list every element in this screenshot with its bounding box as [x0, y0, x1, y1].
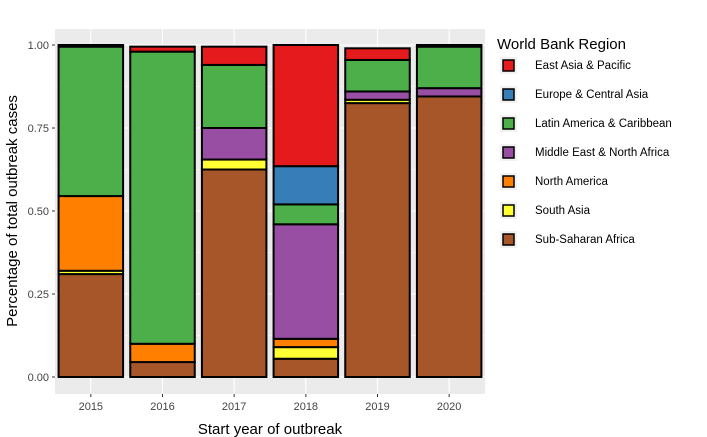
bar-segment: [129, 50, 196, 345]
legend-label: Middle East & North Africa: [535, 147, 670, 159]
bar-segment: [57, 45, 125, 198]
bar-segment: [272, 44, 340, 168]
bar-segment: [415, 45, 483, 90]
y-tick-label: 0.75: [28, 123, 49, 135]
y-axis-title: Percentage of total outbreak cases: [4, 95, 21, 327]
legend-label: North America: [535, 176, 608, 188]
y-tick-label: 1.00: [28, 40, 49, 52]
legend-item: South Asia: [500, 202, 591, 219]
bar-segment: [57, 273, 125, 378]
axis-ticks: 0.00 0.25 0.50 0.75 1.00 2015 2016 2017 2018 2019…: [28, 40, 462, 413]
bar-segment: [272, 165, 340, 206]
legend-title: World Bank Region: [497, 36, 626, 53]
legend-swatch: [502, 146, 515, 159]
y-tick-label: 0.00: [28, 372, 49, 384]
x-tick-label: 2020: [437, 401, 461, 413]
bar-segment: [129, 45, 196, 53]
bar-segment: [344, 102, 411, 378]
legend-item: North America: [500, 173, 608, 190]
y-tick-label: 0.50: [28, 206, 49, 218]
bar-segment: [344, 47, 411, 61]
legend-swatch: [502, 59, 515, 72]
bar-segment: [200, 168, 268, 378]
legend-label: East Asia & Pacific: [535, 60, 631, 72]
bar-segment: [344, 58, 411, 93]
legend-item: Sub-Saharan Africa: [500, 231, 635, 248]
bar-segment: [272, 203, 340, 226]
bar-segment: [272, 346, 340, 360]
legend-swatch: [502, 88, 515, 101]
legend-swatch: [502, 175, 515, 188]
bars: [57, 44, 483, 379]
legend-item: Europe & Central Asia: [500, 86, 649, 103]
bar-segment: [200, 63, 268, 129]
bar-segment: [57, 44, 125, 48]
legend-swatch: [502, 117, 515, 130]
bar-segment: [272, 223, 340, 340]
legend-item: Latin America & Caribbean: [500, 115, 672, 132]
legend-label: Europe & Central Asia: [535, 89, 649, 101]
bar-segment: [57, 195, 125, 272]
legend-item: East Asia & Pacific: [500, 57, 631, 74]
x-tick-label: 2016: [150, 401, 174, 413]
bar-segment: [415, 87, 483, 98]
bar-segment: [344, 90, 411, 101]
legend: East Asia & Pacific Europe & Central Asia…: [500, 57, 672, 248]
bar-segment: [415, 95, 483, 379]
legend-label: Sub-Saharan Africa: [535, 234, 635, 246]
legend-swatch: [502, 233, 515, 246]
x-axis-title: Start year of outbreak: [198, 421, 343, 437]
bar-segment: [272, 337, 340, 349]
bar-segment: [129, 342, 196, 364]
bar-segment: [200, 158, 268, 171]
legend-item: Middle East & North Africa: [500, 144, 670, 161]
bar-segment: [272, 357, 340, 378]
x-tick-label: 2018: [294, 401, 318, 413]
x-tick-label: 2019: [365, 401, 389, 413]
legend-label: Latin America & Caribbean: [535, 118, 672, 130]
bar-segment: [415, 44, 483, 48]
bar-segment: [200, 45, 268, 66]
legend-swatch: [502, 204, 515, 217]
bar-segment: [200, 127, 268, 161]
x-tick-label: 2017: [222, 401, 246, 413]
x-tick-label: 2015: [79, 401, 103, 413]
legend-label: South Asia: [535, 205, 591, 217]
y-tick-label: 0.25: [28, 289, 49, 301]
bar-segment: [129, 361, 196, 378]
